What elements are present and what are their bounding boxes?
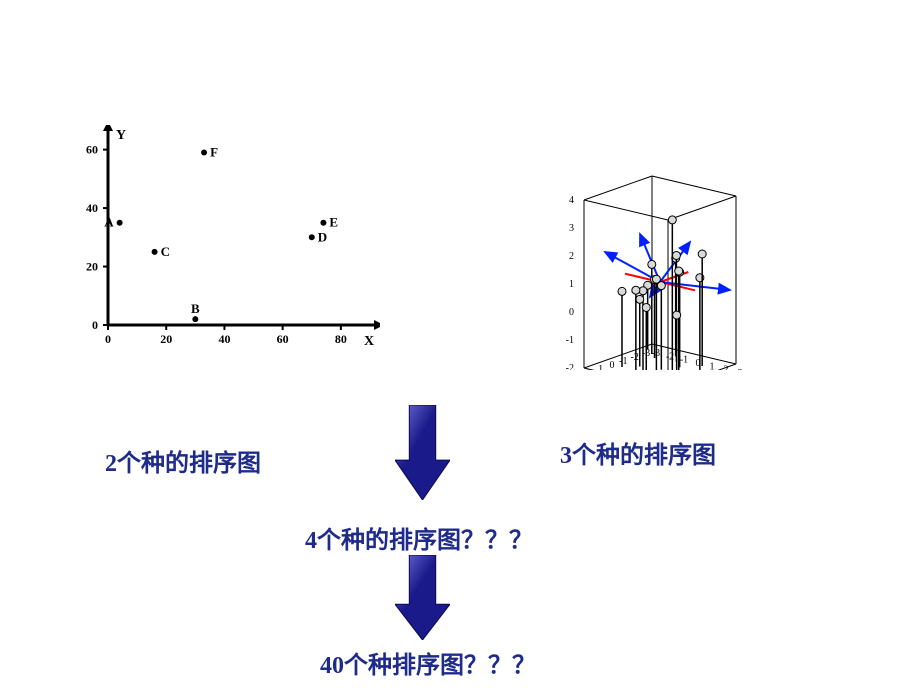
svg-text:20: 20 [160, 332, 172, 346]
svg-text:2: 2 [724, 365, 729, 370]
svg-text:E: E [329, 215, 338, 230]
svg-text:40: 40 [86, 201, 98, 215]
caption-middle: 4个种的排序图？？？ [305, 520, 533, 555]
svg-text:20: 20 [86, 260, 98, 274]
svg-text:80: 80 [335, 332, 347, 346]
svg-text:0: 0 [569, 307, 574, 318]
svg-text:3: 3 [738, 368, 743, 370]
svg-text:X: X [364, 334, 374, 349]
svg-text:1: 1 [569, 279, 574, 290]
svg-text:2: 2 [569, 251, 574, 262]
svg-text:2: 2 [587, 368, 592, 370]
caption-left: 2个种的排序图 [105, 443, 261, 478]
svg-text:B: B [191, 301, 200, 316]
svg-text:Y: Y [116, 128, 126, 143]
svg-text:1: 1 [710, 361, 715, 370]
svg-text:C: C [161, 244, 170, 259]
svg-text:4: 4 [569, 195, 574, 206]
svg-text:A: A [104, 215, 114, 230]
scatter-3d-chart: -3-2-10123-3-2-10123-2-101234 [480, 110, 870, 370]
flow-arrow-top [395, 405, 450, 505]
svg-text:40: 40 [218, 332, 230, 346]
svg-text:F: F [210, 145, 218, 160]
svg-text:60: 60 [277, 332, 289, 346]
svg-text:-2: -2 [566, 363, 574, 370]
svg-text:3: 3 [569, 223, 574, 234]
scatter-2d-chart: 0 20 40 60 80 0 20 40 60 X Y A C F B DE [60, 125, 380, 355]
svg-text:1: 1 [598, 364, 603, 370]
svg-text:0: 0 [92, 318, 98, 332]
caption-bottom: 40个种排序图？？？ [320, 645, 536, 680]
svg-text:-1: -1 [619, 356, 627, 367]
svg-text:60: 60 [86, 143, 98, 157]
svg-text:-1: -1 [680, 355, 688, 366]
svg-text:0: 0 [610, 360, 615, 370]
svg-text:-1: -1 [566, 335, 574, 346]
caption-right: 3个种的排序图 [560, 435, 716, 470]
flow-arrow-bottom [395, 555, 450, 645]
svg-text:D: D [318, 229, 327, 244]
svg-text:0: 0 [105, 332, 111, 346]
svg-text:-2: -2 [630, 352, 638, 363]
